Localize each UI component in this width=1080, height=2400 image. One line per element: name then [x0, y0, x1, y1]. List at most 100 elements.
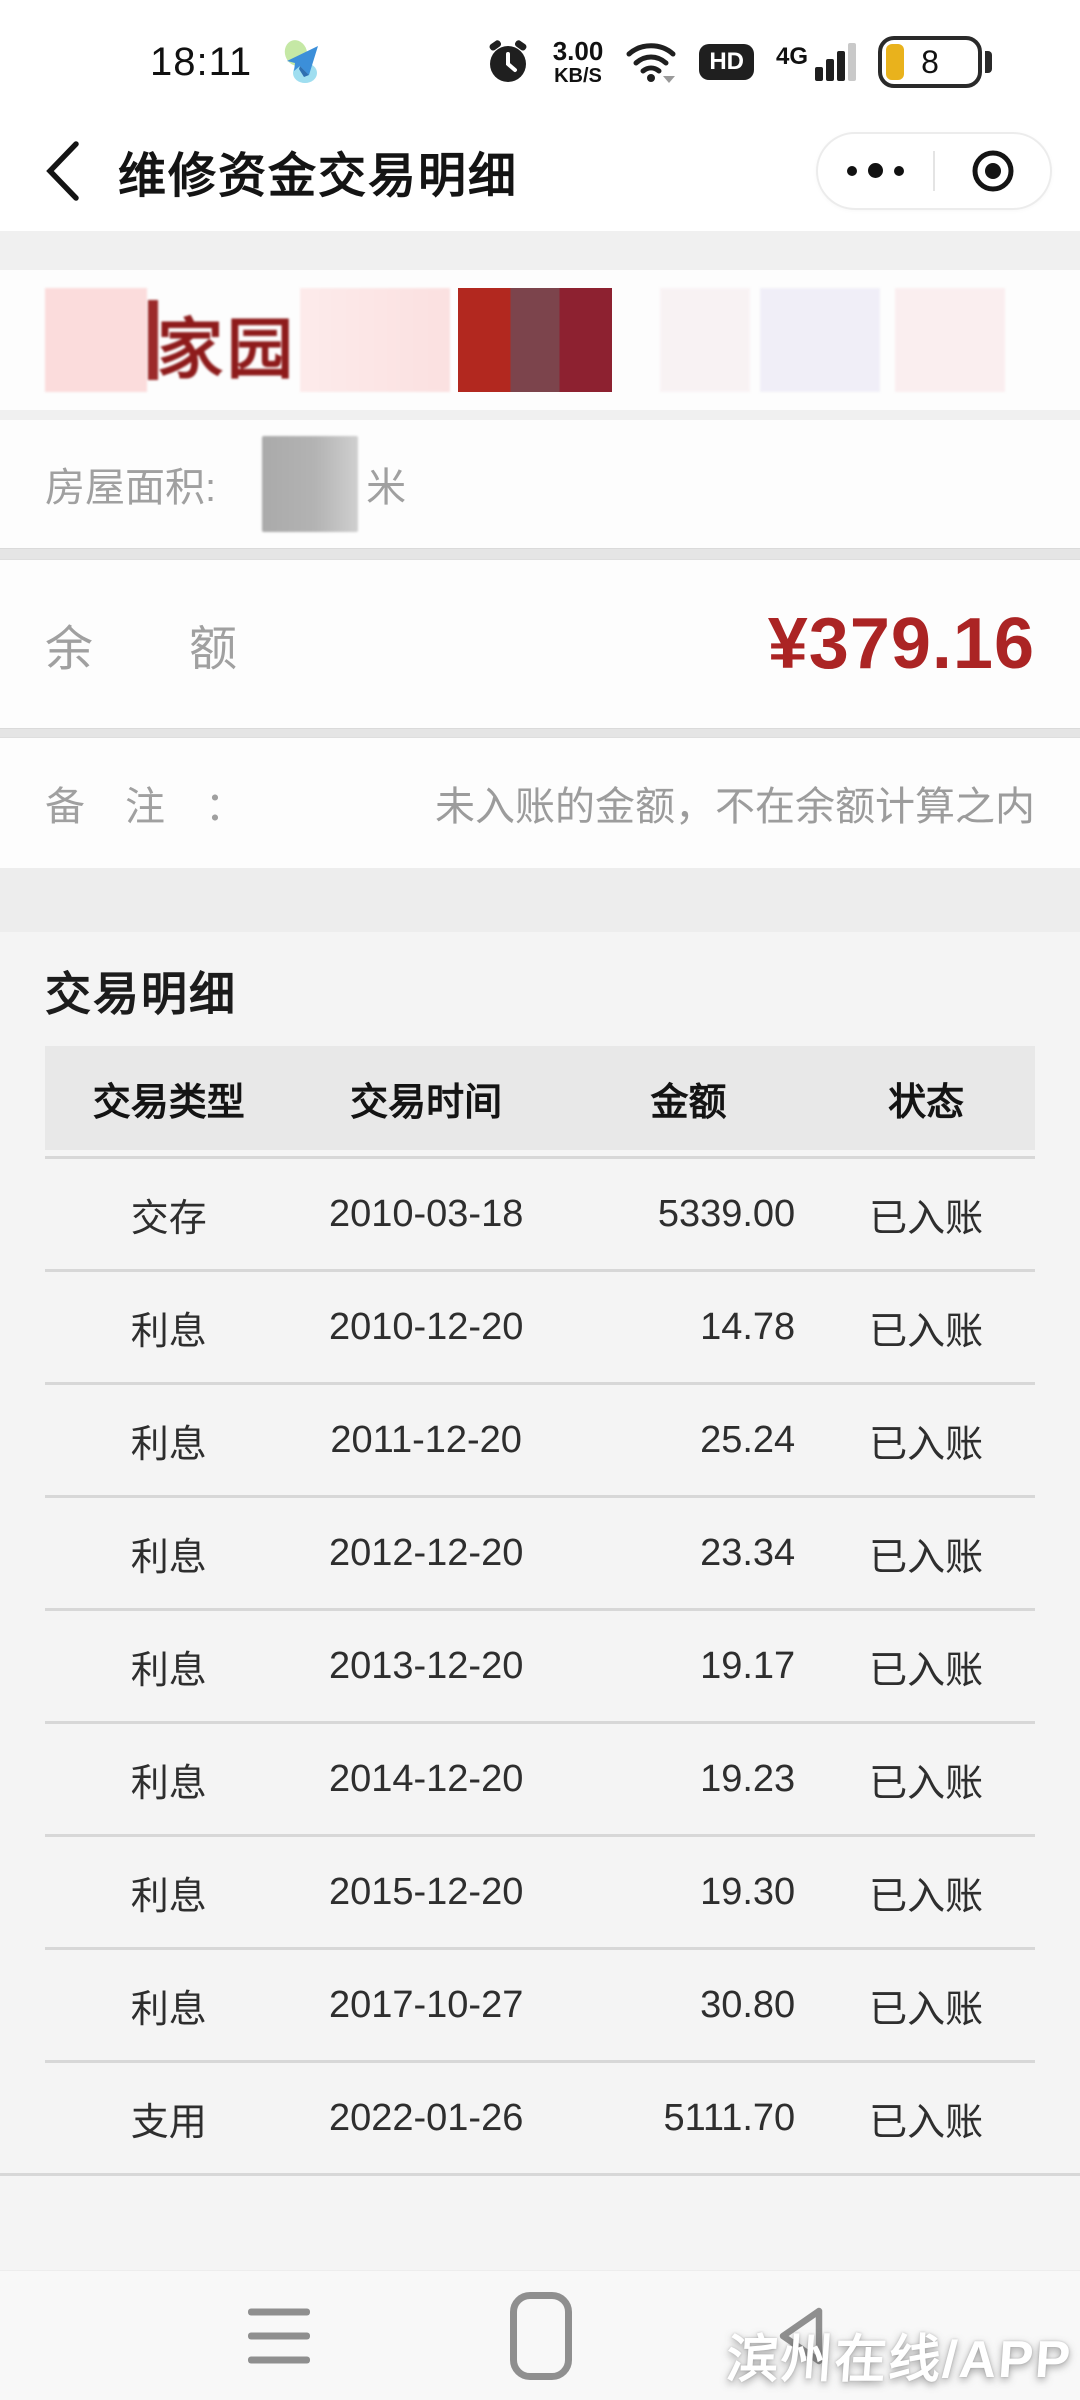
cell-transaction-time: 2015-12-20 [328, 1870, 524, 1913]
cell-amount: 30.80 [700, 1983, 796, 2026]
redaction-block [45, 288, 147, 392]
telegram-notification-icon [278, 39, 324, 85]
table-row: 支用 2022-01-26 5111.70 已入账 [45, 2060, 1035, 2173]
column-header-status: 状态 [888, 1081, 965, 1124]
cell-transaction-type: 利息 [130, 1649, 207, 1692]
redaction-block [458, 288, 612, 392]
status-bar: 18:11 3.00 KB/S [0, 0, 1080, 110]
battery-level: 8 [921, 43, 939, 80]
house-area-unit: 米 [366, 466, 407, 510]
remark-text: 未入账的金额，不在余额计算之内 [435, 785, 1035, 829]
app-header: 维修资金交易明细 [0, 110, 1080, 232]
column-header-amount: 金额 [650, 1081, 727, 1124]
back-button[interactable] [38, 136, 84, 206]
cell-status: 已入账 [869, 1310, 984, 1353]
cell-status: 已入账 [869, 1649, 984, 1692]
column-header-time: 交易时间 [350, 1081, 503, 1124]
cell-transaction-time: 2017-10-27 [328, 1983, 524, 2026]
miniprogram-capsule [816, 131, 1052, 210]
target-icon [972, 150, 1013, 191]
cell-transaction-type: 利息 [130, 1875, 207, 1918]
cell-transaction-time: 2012-12-20 [328, 1531, 524, 1574]
cell-transaction-time: 2011-12-20 [330, 1418, 522, 1461]
cell-transaction-type: 利息 [130, 1423, 207, 1466]
table-row: 利息 2015-12-20 19.30 已入账 [45, 1834, 1035, 1947]
remark-label: 备 注 ： [45, 785, 245, 829]
redaction-block [148, 300, 158, 380]
page-title: 维修资金交易明细 [118, 149, 519, 203]
cell-amount: 14.78 [700, 1305, 796, 1348]
transactions-title: 交易明细 [45, 968, 237, 1020]
section-divider [0, 548, 1080, 560]
minimize-target-button[interactable] [935, 134, 1050, 208]
wifi-icon [625, 40, 677, 84]
section-divider [0, 728, 1080, 738]
cell-amount: 19.30 [700, 1870, 796, 1913]
cell-status: 已入账 [869, 1988, 984, 2031]
cell-status: 已入账 [869, 1197, 984, 1240]
more-dots-icon [847, 163, 904, 178]
table-row: 利息 2017-10-27 30.80 已入账 [45, 1947, 1035, 2060]
table-row: 利息 2012-12-20 23.34 已入账 [45, 1495, 1035, 1608]
network-speed-value: 3.00 [552, 36, 604, 66]
alarm-clock-icon [485, 39, 531, 85]
section-gap [0, 868, 1080, 932]
signal-bars-icon: 4G [776, 43, 856, 81]
table-row: 利息 2014-12-20 19.23 已入账 [45, 1721, 1035, 1834]
watermark: 滨州在线/APP [724, 2331, 1074, 2389]
network-speed-unit: KB/S [554, 65, 602, 87]
status-bar-left: 18:11 [150, 39, 324, 85]
area-redaction-block [262, 436, 359, 532]
redaction-block [760, 288, 880, 392]
transactions-section: 交易明细 交易类型 交易时间 金额 状态 交存 2010-03-18 5339.… [0, 932, 1080, 2176]
back-triangle-icon [779, 2307, 823, 2364]
address-card: 家园 [0, 270, 1080, 410]
transaction-table-body: 交存 2010-03-18 5339.00 已入账 利息 2010-12-20 … [0, 1156, 1080, 2176]
cell-amount: 19.23 [700, 1757, 796, 1800]
cell-transaction-type: 支用 [130, 2101, 207, 2144]
table-row: 利息 2013-12-20 19.17 已入账 [45, 1608, 1035, 1721]
cell-transaction-time: 2013-12-20 [328, 1644, 524, 1687]
redaction-block [660, 288, 750, 392]
more-button[interactable] [818, 134, 933, 208]
home-button[interactable] [510, 2291, 572, 2380]
cell-transaction-type: 利息 [130, 1762, 207, 1805]
cell-transaction-type: 利息 [130, 1988, 207, 2031]
house-area-row: 房屋面积: 米 [0, 420, 1080, 548]
cell-status: 已入账 [869, 1423, 984, 1466]
cell-amount: 5111.70 [663, 2096, 796, 2139]
cell-transaction-time: 2010-03-18 [328, 1192, 524, 1235]
clock-time: 18:11 [150, 39, 253, 84]
redaction-block [895, 288, 1005, 392]
column-header-type: 交易类型 [92, 1081, 245, 1124]
cell-status: 已入账 [869, 1875, 984, 1918]
address-text: 家园 [157, 312, 297, 386]
table-row: 利息 2010-12-20 14.78 已入账 [45, 1269, 1035, 1382]
status-bar-right: 3.00 KB/S HD 4G 8 [485, 36, 992, 88]
balance-value: ¥379.16 [767, 604, 1035, 684]
cell-transaction-type: 利息 [130, 1536, 207, 1579]
cell-amount: 23.34 [700, 1531, 796, 1574]
nav-back-button[interactable] [771, 2303, 829, 2369]
hd-badge: HD [699, 44, 754, 80]
cell-transaction-time: 2022-01-26 [328, 2096, 524, 2139]
cell-transaction-type: 利息 [130, 1310, 207, 1353]
network-speed: 3.00 KB/S [553, 38, 604, 86]
cell-transaction-time: 2014-12-20 [328, 1757, 524, 1800]
section-gap [0, 410, 1080, 420]
menu-button[interactable] [248, 2308, 310, 2363]
table-row: 利息 2011-12-20 25.24 已入账 [45, 1382, 1035, 1495]
table-row: 交存 2010-03-18 5339.00 已入账 [45, 1156, 1035, 1269]
balance-row: 余 额 ¥379.16 [0, 560, 1080, 728]
cell-amount: 19.17 [700, 1644, 796, 1687]
section-gap [0, 232, 1080, 270]
cell-status: 已入账 [869, 1536, 984, 1579]
cell-status: 已入账 [869, 1762, 984, 1805]
network-type-label: 4G [775, 43, 808, 70]
table-header-row: 交易类型 交易时间 金额 状态 [45, 1046, 1035, 1150]
cell-status: 已入账 [869, 2101, 984, 2144]
remark-row: 备 注 ： 未入账的金额，不在余额计算之内 [0, 738, 1080, 868]
balance-label: 余 额 [45, 623, 238, 676]
battery-icon: 8 [878, 36, 992, 88]
